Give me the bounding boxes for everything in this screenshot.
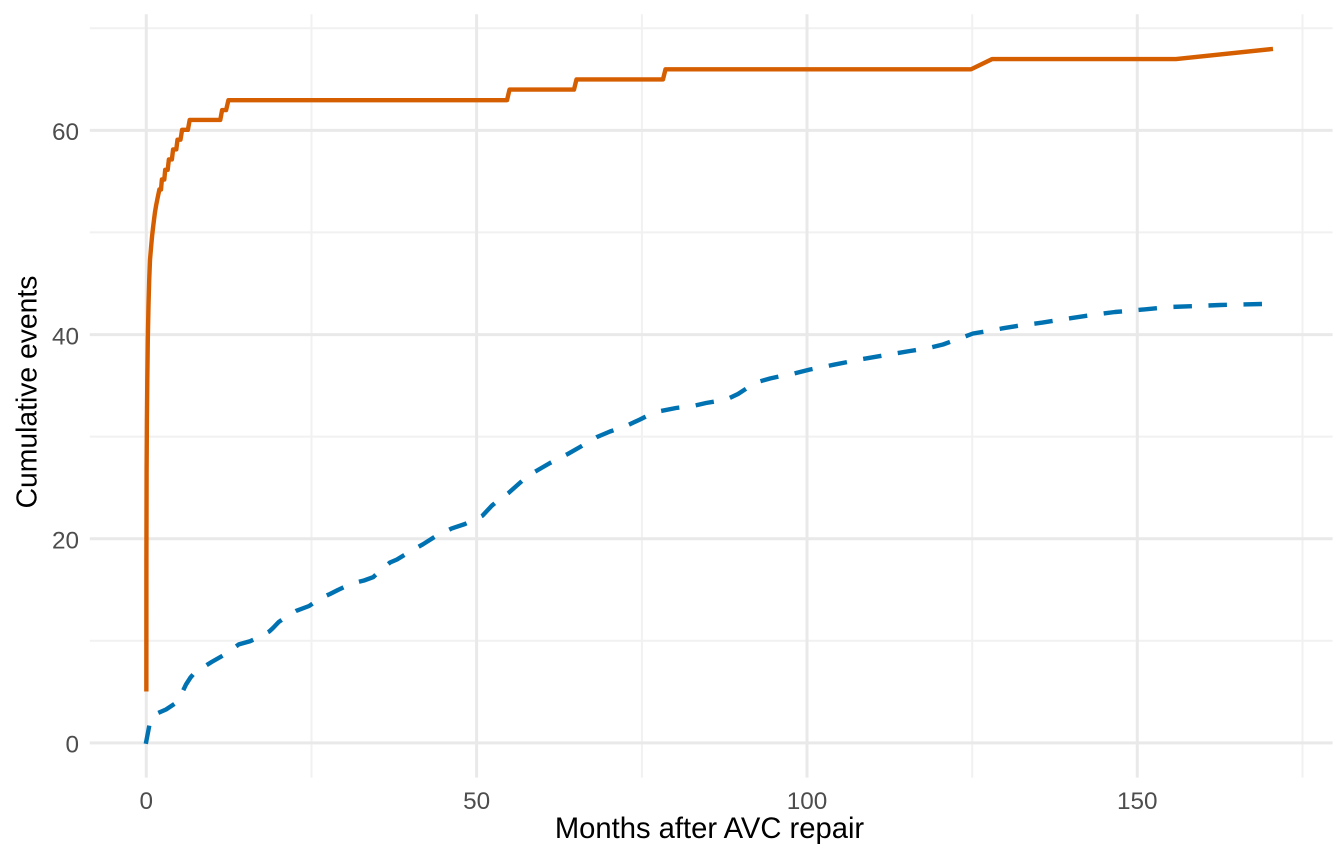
svg-text:60: 60 [52, 119, 79, 146]
svg-text:Months after AVC repair: Months after AVC repair [555, 813, 865, 845]
svg-text:Cumulative events: Cumulative events [11, 276, 43, 509]
svg-text:50: 50 [463, 788, 490, 815]
svg-text:0: 0 [65, 732, 79, 759]
svg-text:100: 100 [787, 788, 828, 815]
svg-text:150: 150 [1117, 788, 1158, 815]
svg-text:20: 20 [52, 527, 79, 554]
svg-text:40: 40 [52, 323, 79, 350]
svg-text:0: 0 [140, 788, 154, 815]
